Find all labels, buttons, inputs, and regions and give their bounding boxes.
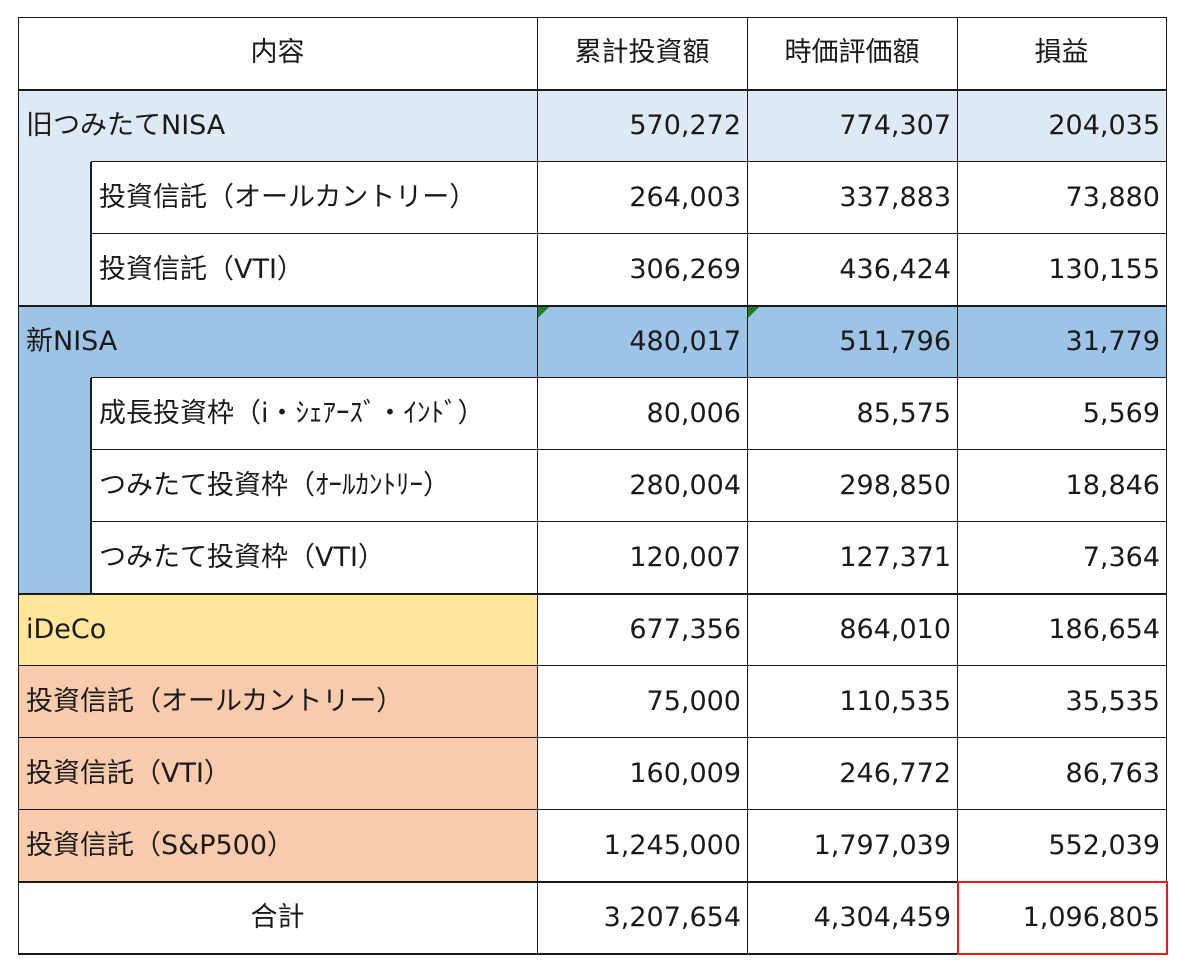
row-fund-sp500-market: 1,797,039 xyxy=(813,830,951,861)
grid-line xyxy=(91,449,1167,450)
row-old-nisa-vti-gain: 130,155 xyxy=(1048,254,1160,285)
header-content: 内容 xyxy=(250,37,305,68)
grid-line xyxy=(90,162,92,306)
new-nisa-indent-bg xyxy=(18,378,91,594)
grid-line xyxy=(18,737,1167,738)
ideco-label-bg xyxy=(18,594,537,666)
row-tsumitate-allcountry-gain: 18,846 xyxy=(1065,470,1160,501)
row-fund-sp500-gain: 552,039 xyxy=(1048,830,1160,861)
grid-line xyxy=(18,305,1167,307)
row-tsumitate-vti-gain: 7,364 xyxy=(1082,542,1160,573)
investment-summary-table: 内容 累計投資額 時価評価額 損益 旧つみたてNISA 570,272 774,… xyxy=(18,17,1168,955)
total-invested: 3,207,654 xyxy=(603,902,741,933)
row-growth-india-label: 成長投資枠（i・ｼｪｱｰｽﾞ・ｲﾝﾄﾞ） xyxy=(99,398,485,429)
row-tsumitate-allcountry-invested: 280,004 xyxy=(629,470,741,501)
row-old-nisa-allcountry-market: 337,883 xyxy=(839,182,951,213)
row-tsumitate-allcountry-label: つみたて投資枠（ｵｰﾙｶﾝﾄﾘｰ） xyxy=(99,470,450,501)
other-funds-label-bg xyxy=(18,666,537,882)
formula-indicator-icon xyxy=(538,307,549,318)
grid-line xyxy=(18,881,1167,883)
grid-line xyxy=(18,809,1167,810)
grid-line xyxy=(18,17,1167,18)
row-tsumitate-vti-label: つみたて投資枠（VTI） xyxy=(99,542,385,573)
grid-line xyxy=(91,521,1167,522)
row-fund-allcountry-gain: 35,535 xyxy=(1065,686,1160,717)
row-growth-india-market: 85,575 xyxy=(856,398,951,429)
grid-line xyxy=(747,17,748,955)
row-old-nisa-invested: 570,272 xyxy=(629,110,741,141)
row-old-nisa-vti-invested: 306,269 xyxy=(629,254,741,285)
row-fund-allcountry-market: 110,535 xyxy=(839,686,951,717)
grid-line xyxy=(91,377,1167,378)
grid-line xyxy=(90,378,92,594)
total-gain-highlight xyxy=(957,881,1168,955)
row-ideco-market: 864,010 xyxy=(839,614,951,645)
row-old-nisa-vti-market: 436,424 xyxy=(839,254,951,285)
row-new-nisa-invested: 480,017 xyxy=(629,326,741,357)
grid-line xyxy=(91,233,1167,234)
grid-line xyxy=(91,161,1167,162)
row-old-nisa-allcountry-gain: 73,880 xyxy=(1065,182,1160,213)
header-invested: 累計投資額 xyxy=(574,37,710,68)
row-fund-sp500-label: 投資信託（S&P500） xyxy=(26,830,295,861)
grid-line xyxy=(18,665,1167,666)
row-ideco-label: iDeCo xyxy=(26,614,107,645)
total-gain: 1,096,805 xyxy=(1022,902,1160,933)
row-fund-vti-market: 246,772 xyxy=(839,758,951,789)
old-nisa-indent-bg xyxy=(18,162,91,306)
total-label: 合計 xyxy=(250,902,305,933)
row-growth-india-gain: 5,569 xyxy=(1082,398,1160,429)
row-old-nisa-allcountry-label: 投資信託（オールカントリー） xyxy=(99,182,477,213)
row-ideco-gain: 186,654 xyxy=(1048,614,1160,645)
row-old-nisa-gain: 204,035 xyxy=(1048,110,1160,141)
grid-line xyxy=(18,953,1167,955)
grid-line xyxy=(537,17,538,955)
row-old-nisa-allcountry-invested: 264,003 xyxy=(629,182,741,213)
row-tsumitate-vti-market: 127,371 xyxy=(839,542,951,573)
row-growth-india-invested: 80,006 xyxy=(646,398,741,429)
row-new-nisa-label: 新NISA xyxy=(26,326,118,357)
row-fund-vti-gain: 86,763 xyxy=(1065,758,1160,789)
grid-line xyxy=(18,89,1167,91)
grid-line xyxy=(18,17,19,955)
row-new-nisa-market: 511,796 xyxy=(839,326,951,357)
old-nisa-group-bg xyxy=(18,90,1166,162)
row-old-nisa-market: 774,307 xyxy=(839,110,951,141)
header-gain: 損益 xyxy=(1034,37,1089,68)
row-tsumitate-vti-invested: 120,007 xyxy=(629,542,741,573)
row-tsumitate-allcountry-market: 298,850 xyxy=(839,470,951,501)
row-fund-allcountry-invested: 75,000 xyxy=(646,686,741,717)
grid-line xyxy=(957,17,958,955)
total-market: 4,304,459 xyxy=(813,902,951,933)
row-fund-sp500-invested: 1,245,000 xyxy=(603,830,741,861)
row-fund-vti-invested: 160,009 xyxy=(629,758,741,789)
formula-indicator-icon xyxy=(748,307,759,318)
row-fund-allcountry-label: 投資信託（オールカントリー） xyxy=(26,686,404,717)
grid-line xyxy=(18,593,1167,595)
grid-line xyxy=(1166,17,1167,955)
row-fund-vti-label: 投資信託（VTI） xyxy=(26,758,231,789)
new-nisa-group-bg xyxy=(18,306,1166,378)
header-market-value: 時価評価額 xyxy=(784,37,920,68)
row-ideco-invested: 677,356 xyxy=(629,614,741,645)
row-new-nisa-gain: 31,779 xyxy=(1065,326,1160,357)
row-old-nisa-label: 旧つみたてNISA xyxy=(26,110,226,141)
row-old-nisa-vti-label: 投資信託（VTI） xyxy=(99,254,304,285)
